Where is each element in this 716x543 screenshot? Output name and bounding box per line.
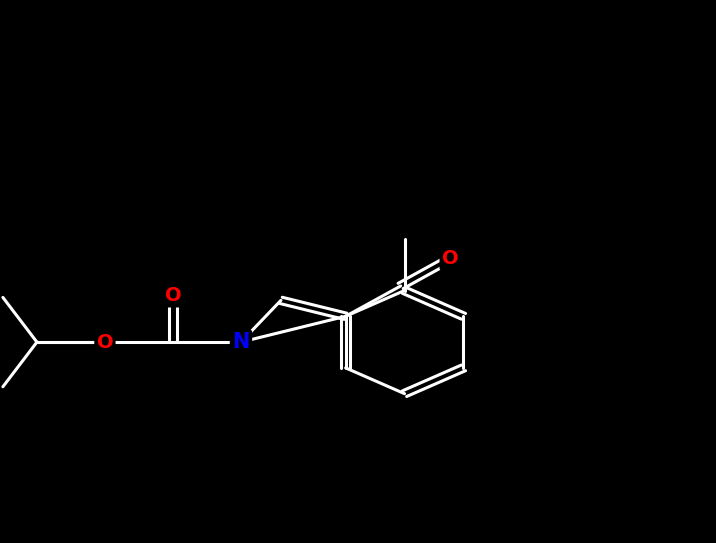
Text: N: N — [232, 332, 250, 352]
Text: O: O — [97, 333, 113, 351]
Text: O: O — [442, 249, 458, 268]
Text: O: O — [165, 286, 181, 305]
